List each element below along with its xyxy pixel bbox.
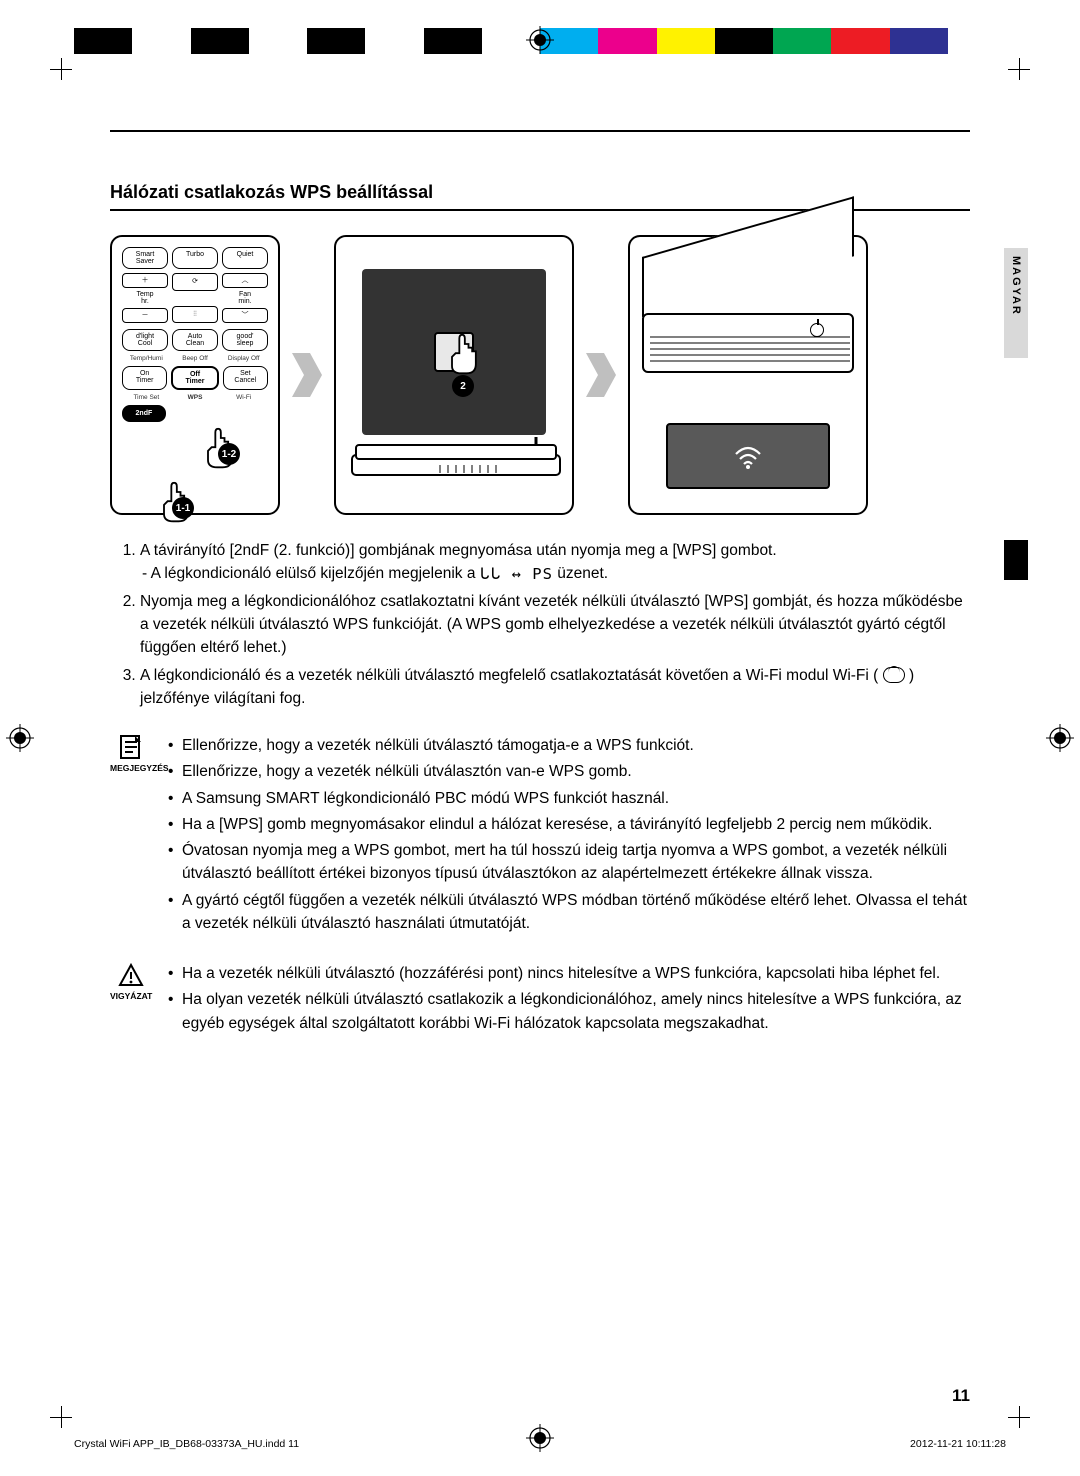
color-swatch [773, 28, 831, 54]
note-item: Ellenőrizze, hogy a vezeték nélküli útvá… [168, 760, 970, 783]
remote-sublabel: Time Set [122, 394, 171, 401]
color-swatch [74, 28, 132, 54]
swing-icon: ⫶⫶ [172, 306, 218, 324]
arrow-right-icon [292, 353, 322, 397]
note-icon: MEGJEGYZÉS [110, 734, 152, 938]
mode-icon: ⟳ [172, 273, 218, 291]
language-tab-label: MAGYAR [1010, 256, 1022, 316]
figures-row: SmartSaver Turbo Quiet ＋ Temphr. － ⟳ ⫶⫶ [110, 235, 970, 515]
step-badge: 1-2 [218, 443, 240, 465]
color-swatch [715, 28, 773, 54]
remote-btn: Quiet [222, 247, 268, 269]
note-item: Óvatosan nyomja meg a WPS gombot, mert h… [168, 839, 970, 886]
fan-label: Fanmin. [222, 291, 268, 305]
remote-sublabel: Temp/Humi [122, 355, 171, 362]
crop-mark-icon [50, 1406, 72, 1428]
steps-list: A távirányító [2ndF (2. funkció)] gombjá… [110, 539, 970, 710]
step-sub-after: üzenet. [557, 565, 608, 582]
step-text: A légkondicionáló és a vezeték nélküli ú… [140, 667, 878, 684]
note-item: Ellenőrizze, hogy a vezeték nélküli útvá… [168, 734, 970, 757]
remote-btn: good'sleep [222, 329, 268, 351]
figure-ac-unit [628, 235, 868, 515]
step-sub: - A légkondicionáló elülső kijelzőjén me… [140, 565, 475, 582]
page-number: 11 [952, 1386, 970, 1406]
fan-up-icon: ︿ [222, 273, 268, 288]
ac-vents [650, 333, 850, 369]
registration-mark-icon [526, 26, 554, 54]
caution-list: Ha a vezeték nélküli útválasztó (hozzáfé… [168, 962, 970, 1038]
step-text: A távirányító [2ndF (2. funkció)] gombjá… [140, 542, 777, 559]
caution-icon: VIGYÁZAT [110, 962, 152, 1038]
registration-mark-icon [1046, 724, 1074, 752]
wifi-inline-icon [883, 667, 905, 683]
remote-btn-2ndf: 2ndF [122, 405, 166, 422]
remote-btn-off-timer: OffTimer [171, 366, 218, 390]
color-swatch [948, 28, 1006, 54]
note-block: MEGJEGYZÉS Ellenőrizze, hogy a vezeték n… [110, 734, 970, 938]
remote-btn: SmartSaver [122, 247, 168, 269]
color-swatch [249, 28, 307, 54]
remote-btn: d'lightCool [122, 329, 168, 351]
caution-label: VIGYÁZAT [110, 991, 152, 1001]
remote-sublabel: Wi-Fi [219, 394, 268, 401]
note-item: A Samsung SMART légkondicionáló PBC módú… [168, 787, 970, 810]
hand-press-icon [444, 333, 482, 377]
footer-file: Crystal WiFi APP_IB_DB68-03373A_HU.indd … [74, 1438, 299, 1450]
crop-mark-icon [1008, 1406, 1030, 1428]
arrow-right-icon [586, 353, 616, 397]
temp-label: Temphr. [122, 291, 168, 305]
step-item: A távirányító [2ndF (2. funkció)] gombjá… [140, 539, 970, 586]
color-swatch [132, 28, 190, 54]
step-text: Nyomja meg a légkondicionálóhoz csatlako… [140, 593, 963, 657]
caution-item: Ha olyan vezeték nélküli útválasztó csat… [168, 988, 970, 1035]
display-code-icon: ᒐᒐ ↔ PS [480, 563, 553, 586]
router-base [350, 437, 562, 481]
registration-mark-icon [6, 724, 34, 752]
wifi-icon [732, 440, 764, 472]
note-item: Ha a [WPS] gomb megnyomásakor elindul a … [168, 813, 970, 836]
remote-control: SmartSaver Turbo Quiet ＋ Temphr. － ⟳ ⫶⫶ [112, 237, 278, 436]
ac-body [642, 313, 854, 373]
ac-display [666, 423, 830, 489]
step-badge: 1-1 [172, 497, 194, 519]
note-label: MEGJEGYZÉS [110, 763, 169, 773]
color-swatch [307, 28, 365, 54]
remote-sublabel-wps: WPS [171, 394, 220, 401]
figure-remote: SmartSaver Turbo Quiet ＋ Temphr. － ⟳ ⫶⫶ [110, 235, 280, 515]
color-swatch [831, 28, 889, 54]
step-badge: 2 [452, 375, 474, 397]
remote-btn: SetCancel [223, 366, 268, 390]
ac-lid [642, 196, 854, 317]
fan-down-icon: ﹀ [222, 308, 268, 323]
language-tab: MAGYAR [1004, 248, 1028, 358]
step-item: Nyomja meg a légkondicionálóhoz csatlako… [140, 590, 970, 660]
remote-sublabel: Beep Off [171, 355, 220, 362]
color-swatch [365, 28, 423, 54]
figure-router: 2 [334, 235, 574, 515]
temp-up-icon: ＋ [122, 273, 168, 288]
caution-item: Ha a vezeték nélküli útválasztó (hozzáfé… [168, 962, 970, 985]
crop-mark-icon [1008, 58, 1030, 80]
note-list: Ellenőrizze, hogy a vezeték nélküli útvá… [168, 734, 970, 938]
color-swatch [657, 28, 715, 54]
step-item: A légkondicionáló és a vezeték nélküli ú… [140, 664, 970, 711]
caution-block: VIGYÁZAT Ha a vezeték nélküli útválasztó… [110, 962, 970, 1038]
print-footer: Crystal WiFi APP_IB_DB68-03373A_HU.indd … [74, 1438, 1006, 1450]
side-black-mark [1004, 540, 1028, 580]
color-swatch [191, 28, 249, 54]
remote-sublabel: Display Off [219, 355, 268, 362]
crop-mark-icon [50, 58, 72, 80]
remote-btn: OnTimer [122, 366, 167, 390]
note-item: A gyártó cégtől függően a vezeték nélkül… [168, 889, 970, 936]
page-content: Hálózati csatlakozás WPS beállítással Sm… [110, 130, 970, 1406]
remote-btn: Turbo [172, 247, 218, 269]
color-swatch [890, 28, 948, 54]
color-swatch [598, 28, 656, 54]
color-swatch [424, 28, 482, 54]
remote-btn: AutoClean [172, 329, 218, 351]
temp-down-icon: － [122, 308, 168, 323]
footer-timestamp: 2012-11-21 10:11:28 [910, 1438, 1006, 1450]
